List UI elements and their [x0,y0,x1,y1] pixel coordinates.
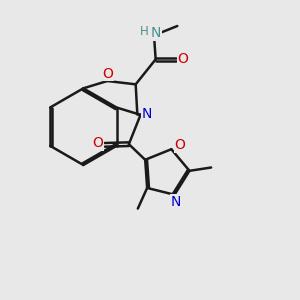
Text: N: N [151,26,161,40]
Text: N: N [141,107,152,121]
Text: O: O [92,136,103,150]
Text: N: N [171,195,181,209]
Text: O: O [174,138,185,152]
Text: O: O [103,67,113,81]
Text: O: O [178,52,188,66]
Text: H: H [140,25,149,38]
